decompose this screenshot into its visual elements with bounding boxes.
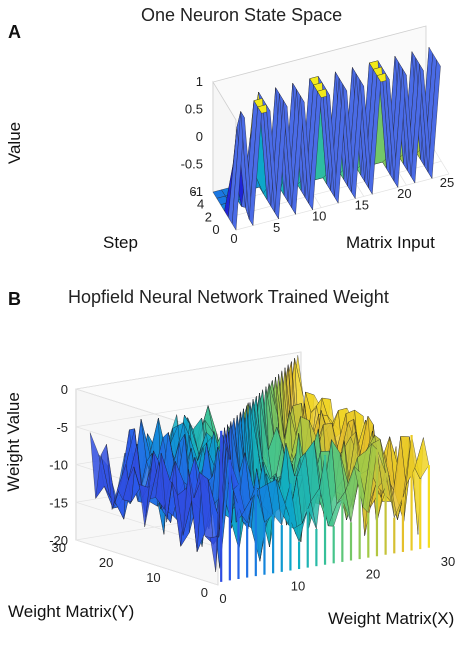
x-axis-label-a: Matrix Input [346,233,435,252]
panel-b: B Hopfield Neural Network Trained Weight… [0,284,474,645]
y-axis-label-b: Weight Matrix(Y) [8,602,134,621]
z-tick-label-b: -20 [49,533,68,548]
z-tick-label-b: -5 [56,420,68,435]
z-tick-label-b: -15 [49,495,68,510]
z-tick-label-a: 0.5 [185,102,203,117]
y-tick-label-a: 6 [189,184,196,199]
panel-a: A One Neuron State Space 0 5 10 15 20 25 0 2 4 6 1… [0,0,474,312]
surface-b [89,355,430,582]
x-tick-label-a: 15 [355,197,369,212]
z-tick-label-a: -0.5 [181,157,203,172]
panel-label-a: A [8,22,21,42]
panel-label-b: B [8,289,21,309]
chart-b-canvas: 0 10 20 30 0 10 20 30 0 -5 -10 -15 -20 Weight Matrix(… [4,351,455,628]
y-tick-label-b: 30 [52,540,66,555]
grid-line-z [75,351,302,435]
x-axis-label-b: Weight Matrix(X) [328,609,454,628]
z-axis-label-a: Value [5,122,24,164]
x-tick-label-a: 10 [312,209,326,224]
z-tick-label-a: -1 [191,184,203,199]
chart-title-a: One Neuron State Space [141,5,343,25]
x-tick-label-a: 0 [230,231,237,246]
x-tick-label-a: 20 [397,186,411,201]
z-tick-label-a: 1 [196,74,203,89]
grid-line-y [235,173,450,231]
surface-b-cell [414,437,430,480]
x-tick-label-a: 25 [440,175,454,190]
y-tick-label-b: 20 [99,555,113,570]
y-tick-label-b: 10 [146,570,160,585]
x-tick-label-b: 10 [291,579,305,594]
y-tick-label-a: 0 [212,222,219,237]
z-tick-label-a: 0 [196,129,203,144]
x-tick-label-b: 0 [219,591,226,606]
z-tick-label-b: 0 [61,382,68,397]
z-axis-label-b: Weight Value [4,392,23,492]
x-tick-label-a: 5 [273,220,280,235]
chart-title-b: Hopfield Neural Network Trained Weight [68,287,389,307]
y-tick-label-b: 0 [201,585,208,600]
y-axis-label-a: Step [103,233,138,252]
z-tick-label-b: -10 [49,458,68,473]
y-tick-label-a: 4 [197,197,204,212]
surface-a [212,46,441,231]
x-tick-label-b: 20 [366,566,380,581]
y-tick-label-a: 2 [205,209,212,224]
x-tick-label-b: 30 [441,554,455,569]
surface-a-cell [427,59,441,180]
